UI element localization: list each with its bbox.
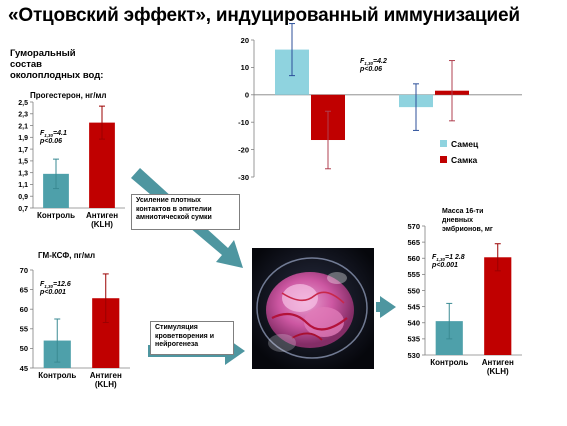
sex-effect-y-tick-label: 0 <box>245 91 249 100</box>
embryo_mass-bar <box>484 257 512 355</box>
gm_csf-x-label: Контроль <box>38 371 76 380</box>
gm_csf-y-tick-label: 55 <box>20 325 28 334</box>
gm_csf-stat-p: p<0.001 <box>39 289 66 296</box>
angiogenesis-box: Стимуляция кроветворения и нейрогенеза <box>150 321 234 355</box>
embryo_mass-x-label-line: Антиген <box>482 358 514 367</box>
gm_csf-title-line: ГМ-КСФ, пг/мл <box>38 251 95 260</box>
progesterone-x-label: Антиген (KLH) <box>86 211 118 229</box>
progesterone-y-tick-label: 0,7 <box>18 206 28 213</box>
progesterone-stat-part: =4.1 <box>53 130 67 137</box>
progesterone-x-label-line: Контроль <box>37 211 75 220</box>
progesterone-y-tick-label: 2,3 <box>18 112 28 119</box>
gm_csf-x-label-line: Контроль <box>38 371 76 380</box>
sex-effect-y-tick-label: -30 <box>238 173 249 182</box>
slide-title: «Отцовский эффект», индуцированный иммун… <box>8 5 520 26</box>
gm_csf-stat-f: F1,30=12.6 <box>40 281 71 289</box>
embryo_mass-stat-f: F1,30=1 2.8 <box>432 254 465 262</box>
embryo_mass-title-line: Масса 16-ти <box>442 208 483 215</box>
embryo_mass-y-tick-label: 540 <box>407 319 420 328</box>
contacts-box-text: Усиление плотных контактов в эпителии ам… <box>136 197 212 221</box>
progesterone-y-tick-label: 1,1 <box>18 182 28 189</box>
gm_csf-x-label: Антиген (KLH) <box>90 371 122 389</box>
sex-effect-stat-f: F1,30=4.2 <box>360 58 387 66</box>
gm_csf-x-label-line: (KLH) <box>95 380 117 389</box>
embryo-photo <box>252 248 374 369</box>
progesterone-y-tick-label: 1,5 <box>18 159 28 166</box>
gm_csf-y-tick-label: 50 <box>20 344 28 353</box>
sex-effect-y-tick-label: -10 <box>238 118 249 127</box>
gm_csf-y-tick-label: 60 <box>20 305 28 314</box>
gm_csf-stat-part: =12.6 <box>53 281 71 288</box>
sex-effect-stat-part: 1,30 <box>364 61 373 66</box>
embryo_mass-x-label-line: Контроль <box>430 358 468 367</box>
embryo_mass-x-label-line: (KLH) <box>487 367 509 376</box>
embryo_mass-title-line: дневных <box>442 217 473 224</box>
progesterone-stat-p: p<0.06 <box>39 138 62 145</box>
embryo_mass-y-tick-label: 535 <box>407 335 420 344</box>
gm-csf-chart: ГМ-КСФ, пг/мл 45 50 55 60 65 70 Контроль Антиген… <box>20 251 130 389</box>
progesterone-x-label-line: (KLH) <box>91 220 113 229</box>
progesterone-y-tick-label: 1,3 <box>18 170 28 177</box>
gm_csf-y-tick-label: 65 <box>20 285 28 294</box>
progesterone-y-tick-label: 2,1 <box>18 123 28 130</box>
embryo_mass-x-label: Контроль <box>430 358 468 367</box>
embryo-mass-chart: Масса 16-ти дневных эмбрионов, мг 530 535 540… <box>407 208 522 376</box>
progesterone-title-line: Прогестерон, нг/мл <box>30 91 106 100</box>
angiogenesis-box-text: Стимуляция кроветворения и нейрогенеза <box>155 324 215 348</box>
embryo_mass-y-tick-label: 560 <box>407 254 420 263</box>
progesterone-y-tick-label: 2,5 <box>18 100 28 107</box>
embryo_mass-y-tick-label: 550 <box>407 286 420 295</box>
embryo_mass-title: Масса 16-ти дневных эмбрионов, мг <box>442 208 493 233</box>
sex-effect-y-tick-label: 20 <box>241 36 249 45</box>
progesterone-x-label: Контроль <box>37 211 75 220</box>
sex-effect-legend-label: Самец <box>451 139 479 149</box>
gm_csf-y-tick-label: 45 <box>20 364 28 373</box>
embryo_mass-y-tick-label: 565 <box>407 238 420 247</box>
arrow-to-mass-chart-icon <box>376 296 396 318</box>
progesterone-x-label-line: Антиген <box>86 211 118 220</box>
sex-effect-legend-swatch <box>440 156 447 163</box>
progesterone-title: Прогестерон, нг/мл <box>30 91 106 100</box>
gm_csf-y-tick-label: 70 <box>20 266 28 275</box>
embryo_mass-title-line: эмбрионов, мг <box>442 225 493 233</box>
sex-effect-y-tick-label: -20 <box>238 145 249 154</box>
embryo_mass-x-label: Антиген (KLH) <box>482 358 514 376</box>
sex-effect-chart: 20 10 0 -10 -20 -30 Самец Самка F1,30=4.2p<0.06 <box>238 23 522 182</box>
embryo-photo-icon <box>252 248 374 369</box>
progesterone-chart: Прогестерон, нг/мл 0,7 0,9 1,1 1,3 1,5 1,7 1,9 2… <box>18 91 125 229</box>
sex-effect-stat-part: F <box>360 58 365 65</box>
sex-effect-legend-label: Самка <box>451 155 478 165</box>
embryo_mass-stat-part: F <box>432 254 437 261</box>
progesterone-stat-part: 1,30 <box>44 133 53 138</box>
progesterone-stat-f: F1,30=4.1 <box>40 130 67 138</box>
embryo_mass-y-tick-label: 530 <box>407 351 420 360</box>
sex-effect-stat-part: =4.2 <box>373 58 387 65</box>
progesterone-stat-part: F <box>40 130 45 137</box>
progesterone-y-tick-label: 0,9 <box>18 194 28 201</box>
progesterone-y-tick-label: 1,9 <box>18 135 28 142</box>
gm_csf-stat-part: F <box>40 281 45 288</box>
gm_csf-stat-part: 1,30 <box>44 284 53 289</box>
embryo_mass-y-tick-label: 545 <box>407 302 420 311</box>
contacts-box: Усиление плотных контактов в эпителии ам… <box>131 194 240 230</box>
embryo_mass-stat-part: =1 2.8 <box>445 254 465 261</box>
progesterone-y-tick-label: 1,7 <box>18 147 28 154</box>
gm_csf-title: ГМ-КСФ, пг/мл <box>38 251 95 260</box>
embryo_mass-y-tick-label: 570 <box>407 222 420 231</box>
humoral-heading: Гуморальный состав околоплодных вод: <box>10 48 104 81</box>
embryo_mass-stat-p: p<0.001 <box>431 262 458 269</box>
sex-effect-y-tick-label: 10 <box>241 63 249 72</box>
sex-effect-legend-swatch <box>440 140 447 147</box>
gm_csf-x-label-line: Антиген <box>90 371 122 380</box>
embryo_mass-stat-part: 1,30 <box>436 257 445 262</box>
embryo_mass-y-tick-label: 555 <box>407 270 420 279</box>
sex-effect-stat-p: p<0.06 <box>359 66 382 73</box>
